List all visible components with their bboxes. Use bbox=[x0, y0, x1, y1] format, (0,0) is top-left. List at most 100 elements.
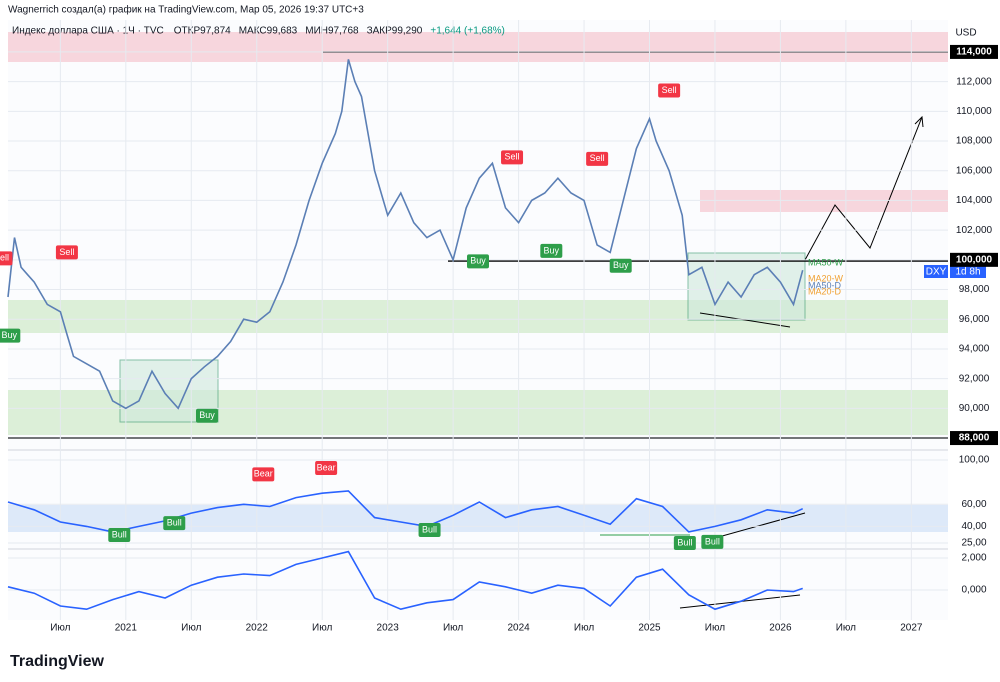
price-tag bbox=[950, 252, 998, 267]
x-tick-label: Июл bbox=[705, 623, 725, 634]
ma-label: MA20-W bbox=[808, 273, 844, 283]
signal-label: Buy bbox=[544, 245, 560, 255]
y-tick-label: 100,00 bbox=[959, 455, 990, 466]
signal-label-bg bbox=[108, 528, 131, 543]
x-tick-label: Июл bbox=[443, 623, 463, 634]
tag-bg bbox=[924, 265, 948, 278]
signal-label-bg bbox=[658, 83, 681, 98]
y-tick-label: 92,000 bbox=[959, 373, 990, 384]
symbol: Индекс доллара США · 1Ч · TVC bbox=[12, 26, 164, 37]
signal-label-bg bbox=[673, 536, 696, 551]
y-tick-label: 96,000 bbox=[959, 314, 990, 325]
stat: МАКС99,683 bbox=[239, 26, 298, 37]
y-tick-label: 0,000 bbox=[961, 585, 986, 596]
signal-label: Sell bbox=[662, 85, 677, 95]
y-tick-label: 100,000 bbox=[956, 254, 993, 265]
x-tick-label: Июл bbox=[181, 623, 201, 634]
x-tick-label: 2021 bbox=[115, 623, 138, 634]
signal-label-bg bbox=[0, 251, 13, 266]
x-tick-label: 2026 bbox=[769, 623, 792, 634]
author-line: Wagnerrich создал(а) график на TradingVi… bbox=[8, 4, 364, 16]
currency: USD bbox=[955, 28, 976, 39]
y-tick-label: 106,000 bbox=[956, 165, 993, 176]
signal-label-bg bbox=[252, 467, 275, 482]
x-tick-label: Июл bbox=[836, 623, 856, 634]
symbol-tag: DXY bbox=[926, 267, 947, 278]
stat: +1,644 (+1,68%) bbox=[430, 26, 505, 37]
countdown: 1d 8h bbox=[955, 267, 980, 278]
ma-label: MA50-D bbox=[808, 280, 842, 290]
rsi-band bbox=[8, 505, 948, 532]
y-tick-label: 88,000 bbox=[959, 433, 990, 444]
y-tick-label: 90,000 bbox=[959, 403, 990, 414]
x-tick-label: Июл bbox=[574, 623, 594, 634]
signal-label-bg bbox=[163, 516, 186, 531]
series-line bbox=[7, 59, 804, 410]
stat: МИН97,768 bbox=[305, 26, 359, 37]
signal-label: Bull bbox=[112, 529, 127, 539]
supply-zone bbox=[700, 190, 948, 212]
signal-label: Buy bbox=[470, 256, 486, 266]
signal-label: Bull bbox=[422, 524, 437, 534]
x-tick-label: 2027 bbox=[900, 623, 923, 634]
signal-label-bg bbox=[195, 408, 218, 423]
y-tick-label: 2,000 bbox=[961, 553, 986, 564]
demand-zone bbox=[8, 300, 948, 333]
signal-label: Buy bbox=[2, 330, 18, 340]
y-tick-label: 60,00 bbox=[961, 499, 986, 510]
y-tick-label: 25,00 bbox=[961, 538, 986, 549]
y-tick-label: 98,000 bbox=[959, 284, 990, 295]
signal-label-bg bbox=[609, 258, 632, 273]
signal-label: Buy bbox=[199, 410, 215, 420]
tag-bg bbox=[950, 265, 986, 278]
signal-label-bg bbox=[418, 523, 441, 538]
x-tick-label: 2025 bbox=[638, 623, 661, 634]
y-tick-label: 40,00 bbox=[961, 521, 986, 532]
y-tick-label: 104,000 bbox=[956, 195, 993, 206]
y-tick-label: 110,000 bbox=[956, 106, 992, 117]
x-tick-label: 2024 bbox=[507, 623, 530, 634]
supply-zone bbox=[8, 32, 948, 62]
signal-label: Bull bbox=[167, 517, 182, 527]
ma-label: MA50-W bbox=[808, 257, 844, 267]
signal-label-bg bbox=[467, 254, 489, 269]
stat: ЗАКР99,290 bbox=[367, 26, 423, 37]
y-tick-label: 108,000 bbox=[956, 136, 993, 147]
price-tag bbox=[950, 44, 998, 59]
signal-label: Bull bbox=[677, 537, 692, 547]
series-line bbox=[7, 550, 803, 611]
x-tick-label: Июл bbox=[312, 623, 332, 634]
signal-label: Sell bbox=[590, 153, 605, 163]
signal-label-bg bbox=[540, 243, 563, 258]
signal-label-bg bbox=[0, 328, 21, 343]
stat: ОТКР97,874 bbox=[174, 26, 231, 37]
x-tick-label: 2022 bbox=[246, 623, 269, 634]
ma-label: MA20-D bbox=[808, 286, 842, 296]
signal-label: Sell bbox=[0, 253, 9, 263]
signal-label-bg bbox=[586, 151, 609, 166]
signal-label: Buy bbox=[613, 260, 629, 270]
signal-label-bg bbox=[701, 534, 724, 549]
signal-label: Bear bbox=[317, 462, 336, 472]
signal-label-bg bbox=[55, 245, 78, 260]
signal-label: Bear bbox=[254, 469, 273, 479]
signal-label: Sell bbox=[59, 247, 74, 257]
y-tick-label: 112,000 bbox=[956, 76, 992, 87]
y-tick-label: 102,000 bbox=[956, 225, 993, 236]
logo: TradingView bbox=[10, 653, 105, 670]
projection-arrow bbox=[914, 115, 924, 128]
y-tick-label: 114,000 bbox=[956, 47, 992, 58]
signal-label-bg bbox=[315, 461, 338, 476]
x-tick-label: Июл bbox=[50, 623, 70, 634]
signal-label-bg bbox=[501, 150, 524, 165]
y-tick-label: 94,000 bbox=[959, 344, 990, 355]
x-tick-label: 2023 bbox=[377, 623, 400, 634]
signal-label: Bull bbox=[705, 536, 720, 546]
series-line bbox=[7, 490, 804, 533]
projection bbox=[804, 116, 923, 261]
trend-line bbox=[714, 512, 806, 539]
signal-label: Sell bbox=[505, 152, 520, 162]
price-tag bbox=[950, 431, 998, 446]
